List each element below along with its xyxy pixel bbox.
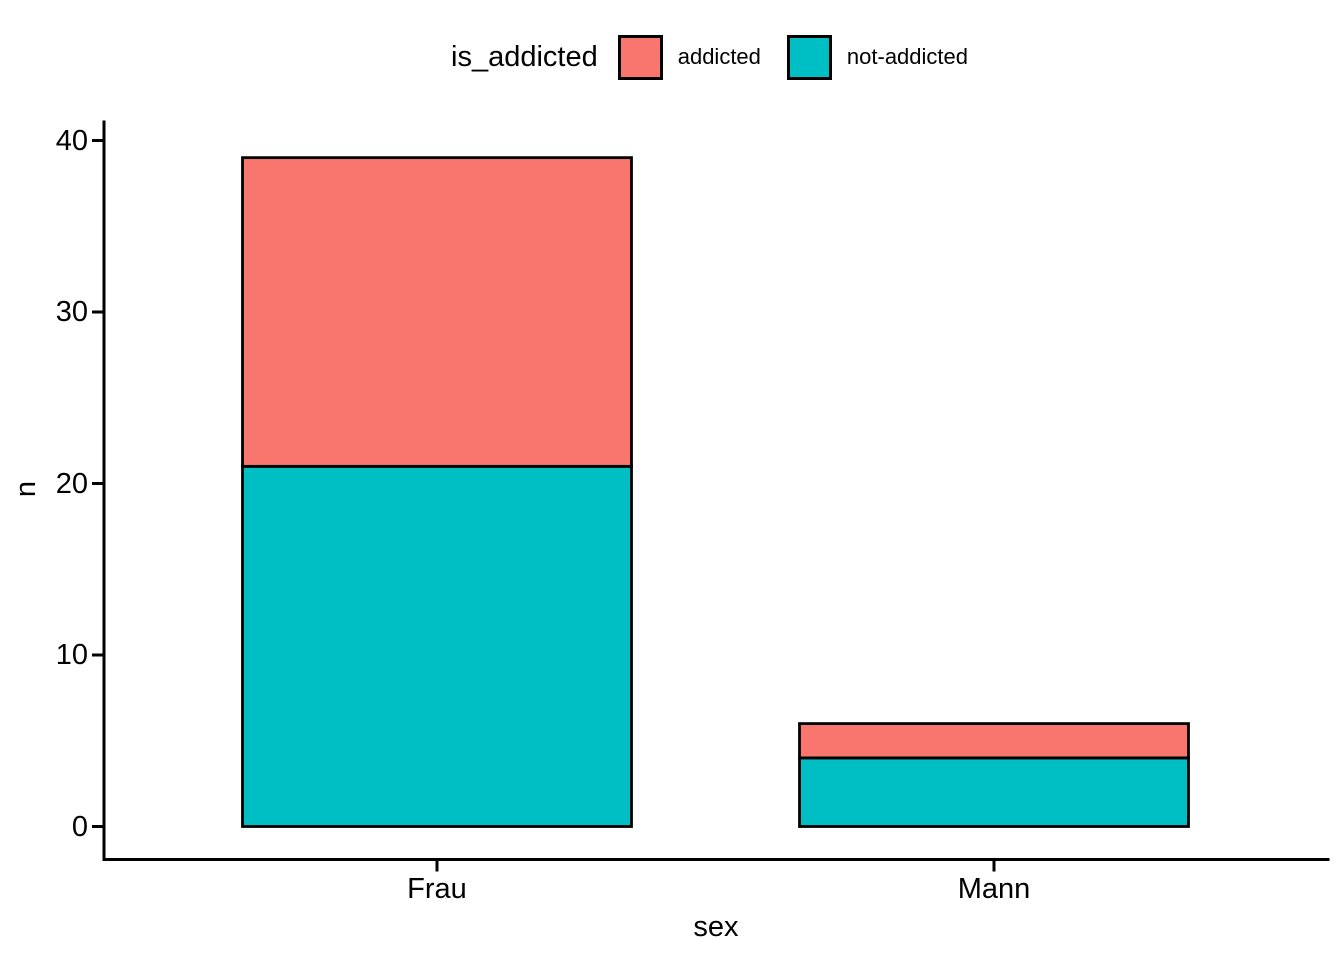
y-tick-label-40: 40 xyxy=(55,124,88,157)
bar-segment-frau-not-addicted xyxy=(241,464,633,828)
y-tick-label-20: 20 xyxy=(55,467,88,500)
legend-key-addicted-swatch xyxy=(617,34,663,80)
y-tick-label-30: 30 xyxy=(55,296,88,328)
x-tick-label-frau: Frau xyxy=(407,873,467,905)
x-tick-label-mann: Mann xyxy=(957,873,1031,905)
bar-segment-mann-addicted xyxy=(798,722,1190,760)
legend-label-addicted: addicted xyxy=(677,44,761,69)
legend: is_addicted addicted not-addicted xyxy=(75,32,1344,82)
bar-segment-frau-addicted xyxy=(241,156,633,468)
legend-title: is_addicted xyxy=(451,40,598,73)
y-tick-label-10: 10 xyxy=(55,639,88,671)
legend-key-not-addicted-swatch xyxy=(786,34,832,80)
x-axis-title: sex xyxy=(693,911,739,943)
y-tick-label-0: 0 xyxy=(71,810,88,843)
bar-segment-mann-not-addicted xyxy=(798,756,1190,828)
legend-label-not-addicted: not-addicted xyxy=(846,44,968,69)
